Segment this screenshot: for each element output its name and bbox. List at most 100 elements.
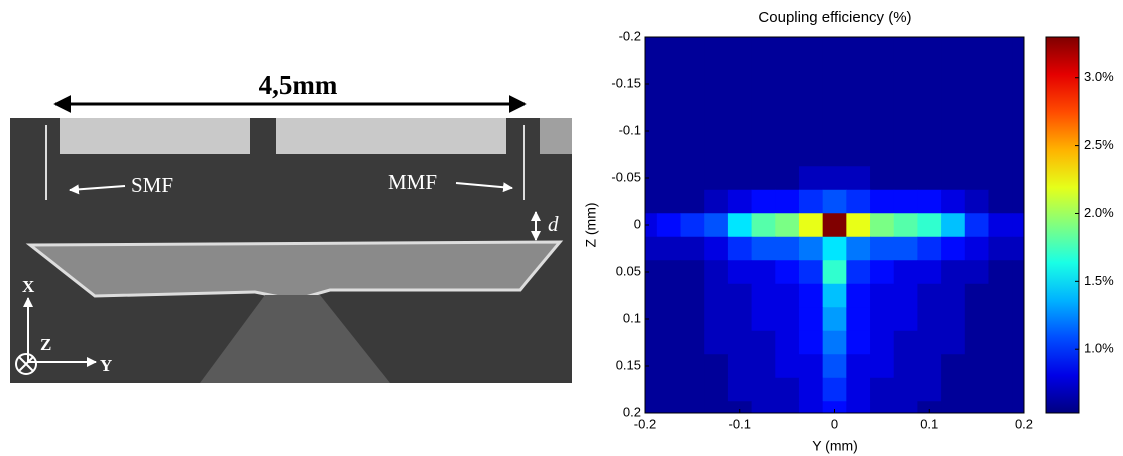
heatmap-cell [846, 377, 871, 402]
heatmap-cell [822, 166, 847, 191]
x-axis-label: Y (mm) [812, 438, 858, 454]
heatmap-cell [870, 48, 895, 73]
heatmap-cell [964, 142, 989, 167]
width-label: 4,5mm [259, 70, 338, 100]
heatmap-cell [775, 166, 800, 191]
heatmap-cell [656, 95, 682, 120]
heatmap-cell [822, 236, 847, 261]
heatmap-cell [656, 37, 682, 50]
heatmap-cell [964, 354, 989, 379]
axis-label: Z [40, 335, 51, 354]
axis-label: Y [100, 356, 112, 375]
fiber-label: SMF [131, 173, 173, 197]
heatmap-cell [893, 354, 918, 379]
heatmap-cell [775, 95, 800, 120]
heatmap-cell [988, 330, 1013, 355]
heatmap-cell [893, 37, 918, 50]
heatmap-cell [893, 236, 918, 261]
heatmap-cell [941, 307, 966, 332]
heatmap-cell [751, 95, 776, 120]
heatmap-cell [870, 166, 895, 191]
y-tick-label: -0.15 [611, 75, 641, 90]
heatmap-cell [645, 142, 658, 167]
heatmap-cell [822, 283, 847, 308]
heatmap-cell [893, 48, 918, 73]
heatmap-cell [1012, 142, 1024, 167]
heatmap-cell [893, 283, 918, 308]
heatmap-cell [775, 283, 800, 308]
heatmap-cell [988, 48, 1013, 73]
heatmap-cell [988, 236, 1013, 261]
heatmap-cell [680, 48, 705, 73]
heatmap-cell [680, 166, 705, 191]
heatmap-cell [775, 260, 800, 285]
heatmap-cell [775, 307, 800, 332]
photo: 4,5mm SMF MMF d X Z Y [10, 70, 572, 383]
heatmap-cell [1012, 72, 1024, 97]
heatmap-cell [704, 213, 729, 238]
heatmap-cell [870, 283, 895, 308]
heatmap-cell [645, 119, 658, 144]
heatmap-cell [727, 95, 753, 120]
heatmap-cell [798, 48, 824, 73]
heatmap-cell [1012, 95, 1024, 120]
heatmap-cell [846, 307, 871, 332]
heatmap-cell [751, 119, 776, 144]
cantilever [25, 240, 564, 302]
heatmap-cell [798, 377, 824, 402]
heatmap-cell [1012, 236, 1024, 261]
heatmap-cell [846, 72, 871, 97]
heatmap-cell [870, 307, 895, 332]
heatmap-cell [822, 330, 847, 355]
heatmap-cell [846, 189, 871, 214]
support [200, 295, 390, 383]
heatmap-cell [680, 189, 705, 214]
heatmap-cell [917, 213, 942, 238]
heatmap-cell [645, 37, 658, 50]
heatmap-cell [727, 236, 753, 261]
heatmap-cell [727, 401, 753, 413]
heatmap-cell [704, 330, 729, 355]
heatmap-cell [680, 354, 705, 379]
heatmap-cell [775, 213, 800, 238]
heatmap-cell [727, 72, 753, 97]
heatmap-cell [798, 283, 824, 308]
gap-label: d [548, 212, 559, 236]
heatmap-cell [822, 307, 847, 332]
heatmap-cell [727, 377, 753, 402]
heatmap-cell [846, 354, 871, 379]
heatmap-cell [704, 166, 729, 191]
heatmap-cell [751, 401, 776, 413]
heatmap-cell [822, 119, 847, 144]
heatmap-cell [751, 236, 776, 261]
heatmap-cell [727, 189, 753, 214]
heatmap-cell [704, 189, 729, 214]
heatmap-cell [645, 377, 658, 402]
heatmap-cell [751, 213, 776, 238]
heatmap-cell [704, 307, 729, 332]
y-tick-label: 0.15 [616, 357, 641, 372]
heatmap-cell [822, 401, 847, 413]
heatmap-cell [656, 401, 682, 413]
heatmap-cell [727, 48, 753, 73]
heatmap-cell [704, 95, 729, 120]
heatmap-cell [775, 330, 800, 355]
heatmap-cell [964, 166, 989, 191]
heatmap-cell [680, 330, 705, 355]
x-tick-label: 0 [831, 416, 838, 431]
heatmap-cell [893, 377, 918, 402]
heatmap-cell [775, 48, 800, 73]
heatmap-cell [988, 354, 1013, 379]
heatmap-cell [988, 189, 1013, 214]
heatmap-cell [727, 354, 753, 379]
y-tick-label: -0.2 [619, 28, 641, 43]
heatmap-cell [964, 119, 989, 144]
heatmap-cell [988, 72, 1013, 97]
y-tick-label: -0.1 [619, 122, 641, 137]
axis-symbol [18, 356, 34, 372]
arrow [455, 182, 513, 193]
heatmap-cell [775, 72, 800, 97]
heatmap-cell [917, 307, 942, 332]
heatmap-cell [775, 189, 800, 214]
heatmap-cell [964, 213, 989, 238]
